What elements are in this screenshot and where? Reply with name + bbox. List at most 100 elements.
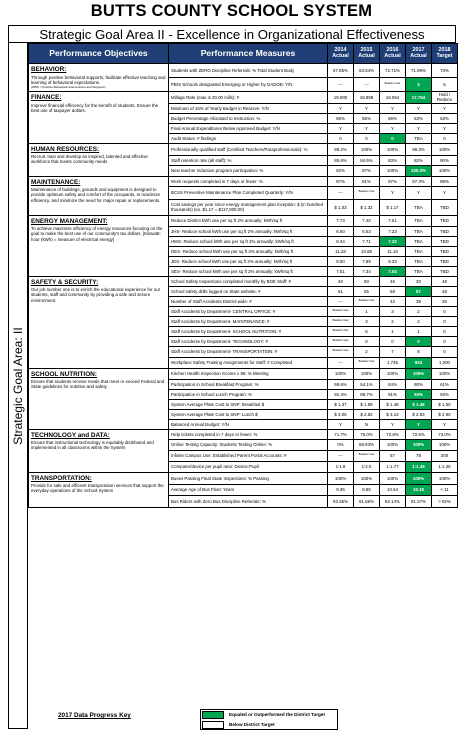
- value-cell: 7.32: [379, 235, 406, 247]
- table-row: Participation in School Lunch Program: %…: [29, 388, 458, 400]
- objective-name: TRANSPORTATION:: [31, 474, 92, 482]
- value-cell: 6.53: [353, 225, 380, 237]
- table-row: FINANCE: Improve financial efficiency for…: [28, 91, 458, 144]
- value-cell: 90%: [431, 154, 458, 166]
- value-cell: Baseline Year: [353, 295, 380, 307]
- value-cell: 0%: [327, 438, 354, 451]
- value-cell: 72.71%: [379, 62, 406, 79]
- year-type: Actual: [358, 52, 375, 59]
- value-cell: 72.5%: [405, 428, 432, 440]
- progress-legend: 2017 Data Progress Key Equaled or Outper…: [28, 709, 457, 731]
- measure-cell: Staff Accidents by Department- CENTRAL O…: [168, 305, 328, 317]
- value-cell: TBA: [405, 255, 432, 267]
- value-cell: 54.1%: [353, 378, 380, 390]
- value-cell: 89.7%: [353, 388, 380, 400]
- measure-cell: Workplace Safety Training Assignments fo…: [168, 356, 328, 369]
- value-cell: 100%: [353, 367, 380, 380]
- value-cell: Y: [327, 122, 354, 134]
- document-title: BUTTS COUNTY SCHOOL SYSTEM: [90, 2, 373, 20]
- value-cell: 100%: [379, 164, 406, 177]
- year-header: 2017 Actual: [405, 43, 432, 64]
- value-cell: 0: [405, 335, 432, 347]
- measure-cell: System Average Plate Cost to SNP: Lunch …: [168, 408, 328, 420]
- value-cell: 0: [353, 335, 380, 347]
- measure-cell: Final Annual Expenditures Below Approved…: [168, 122, 328, 134]
- year-header: 2014 Actual: [327, 43, 354, 64]
- legend-box: [200, 709, 338, 730]
- value-cell: 46: [379, 275, 406, 287]
- objective-description: Provide for safe and efficient transport…: [31, 483, 164, 494]
- value-cell: Y: [353, 102, 380, 114]
- value-cell: TBD: [431, 198, 458, 216]
- measure-cell: HMS- Reduce school kWh use per sq ft 2% …: [168, 235, 328, 247]
- table-row: TECHNOLOGY and DATA: Ensure that instruct…: [28, 428, 458, 473]
- value-cell: 63%: [405, 112, 432, 124]
- value-cell: 1: [405, 325, 432, 337]
- year-label: 2017: [412, 46, 425, 53]
- value-cell: 88%: [431, 175, 458, 187]
- value-cell: Baseline Year: [353, 185, 380, 200]
- value-cell: Y: [431, 418, 458, 430]
- value-cell: 100%: [353, 471, 380, 485]
- objective-cell: MAINTENANCE: Maintenance of buildings, gr…: [28, 175, 169, 216]
- year-label: 2018: [438, 46, 451, 53]
- value-cell: TBA: [405, 214, 432, 227]
- value-cell: 91.37%: [405, 494, 432, 508]
- value-cell: TBD: [431, 245, 458, 257]
- measure-cell: Professionally qualified staff (Certifie…: [168, 142, 328, 156]
- value-cell: 1: [353, 305, 380, 317]
- objective-description: Improve financial efficiency for the ben…: [31, 103, 159, 114]
- value-cell: TBA: [405, 225, 432, 237]
- measure-cell: Participation in School Lunch Program: %: [168, 388, 328, 400]
- value-cell: 0: [431, 325, 458, 337]
- measure-cell: SES- Reduce school kWh use per sq ft 2% …: [168, 265, 328, 277]
- measure-cell: New teacher induction program participat…: [168, 164, 328, 177]
- value-cell: 10.85: [353, 245, 380, 257]
- value-cell: > 92%: [431, 494, 458, 508]
- value-cell: 0: [353, 132, 380, 144]
- value-cell: 35: [431, 295, 458, 307]
- value-cell: Y: [431, 122, 458, 134]
- value-cell: < 11: [431, 483, 458, 496]
- performance-table: Performance Objectives Performance Measu…: [28, 43, 458, 508]
- value-cell: 18.898: [353, 91, 380, 104]
- value-cell: 92.4%: [327, 388, 354, 400]
- value-cell: $ 2.93: [405, 408, 432, 420]
- value-cell: $ 1.48: [379, 398, 406, 410]
- objective-cell: FINANCE: Improve financial efficiency for…: [28, 91, 169, 144]
- value-cell: 8.34: [327, 235, 354, 247]
- value-cell: 9.36: [327, 483, 354, 496]
- value-cell: 7.89: [353, 255, 380, 267]
- value-cell: 73%: [431, 62, 458, 79]
- objective-description: Our job number one is to enrich the educ…: [31, 287, 161, 303]
- year-type: Actual: [384, 52, 401, 59]
- value-cell: 92%: [327, 164, 354, 177]
- value-cell: 91.56%: [353, 494, 380, 508]
- value-cell: 100%: [379, 367, 406, 380]
- table-row: Average Age of Bus Fleet: Years 9.36 8.85 1…: [29, 483, 458, 496]
- value-cell: TBD: [431, 255, 458, 267]
- value-cell: 30: [405, 275, 432, 287]
- value-cell: $ 2.82: [353, 408, 380, 420]
- value-cell: 38: [405, 295, 432, 307]
- value-cell: 8: [405, 345, 432, 358]
- value-cell: 83%: [379, 154, 406, 166]
- value-cell: 61%: [431, 378, 458, 390]
- value-cell: Y: [405, 418, 432, 430]
- value-cell: 1:1.77: [379, 460, 406, 473]
- objective-name: SCHOOL NUTRITION:: [31, 370, 97, 378]
- measure-cell: Online Testing Capacity: Students Testin…: [168, 438, 328, 451]
- value-cell: 100%: [353, 142, 380, 156]
- value-cell: 7.51: [327, 265, 354, 277]
- value-cell: 100%: [327, 367, 354, 380]
- value-cell: 7.61: [379, 214, 406, 227]
- value-cell: 8.33: [379, 255, 406, 267]
- value-cell: Baseline Year: [327, 315, 354, 327]
- value-cell: 200: [431, 449, 458, 462]
- value-cell: 93%: [405, 388, 432, 400]
- value-cell: Y: [353, 122, 380, 134]
- value-cell: ---: [327, 356, 354, 369]
- value-cell: 100%: [379, 438, 406, 451]
- measure-cell: Balanced Annual Budget: Y/N: [168, 418, 328, 430]
- value-cell: 71.7%: [327, 428, 354, 440]
